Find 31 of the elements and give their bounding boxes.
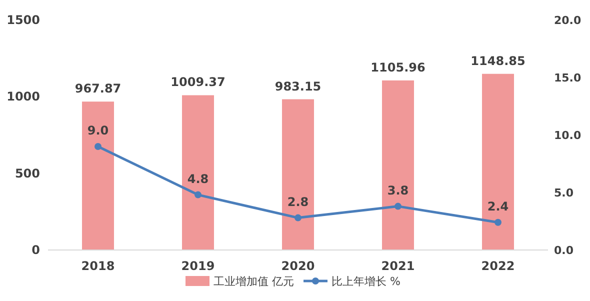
x-tick-label: 2019 [181,259,215,273]
y-tick-label: 0 [32,243,40,257]
data-label: 4.8 [187,172,209,186]
point [494,218,502,226]
y2-tick-label: 20.0 [554,14,582,27]
data-label: 2.4 [487,199,509,214]
data-label: 1148.85 [470,54,526,68]
data-label: 983.15 [274,79,322,94]
data-label: 1105.96 [370,60,426,74]
legend-label: 比上年增长 % [332,275,400,288]
y-tick-label: 1500 [6,13,40,27]
legend-label: 工业增加值 亿元 [214,275,294,288]
y-tick-label: 500 [14,166,40,180]
data-label: 2.8 [287,194,309,209]
y2-tick-label: 5.0 [554,186,574,200]
x-tick-label: 2022 [481,259,515,273]
x-tick-label: 2018 [81,259,115,273]
y2-tick-label: 10.0 [554,129,582,142]
data-label: 3.8 [387,183,409,198]
x-tick-label: 2021 [381,259,415,273]
point [94,143,102,150]
data-label: 1009.37 [170,75,226,90]
point [294,214,302,222]
y-tick-label: 1000 [6,90,40,104]
point [394,202,402,210]
data-label: 9.0 [87,124,109,138]
y2-tick-label: 15.0 [554,72,582,84]
x-tick-label: 2020 [281,259,315,273]
data-label: 967.87 [74,82,122,96]
point [194,191,202,198]
y2-tick-label: 0.0 [554,244,574,257]
